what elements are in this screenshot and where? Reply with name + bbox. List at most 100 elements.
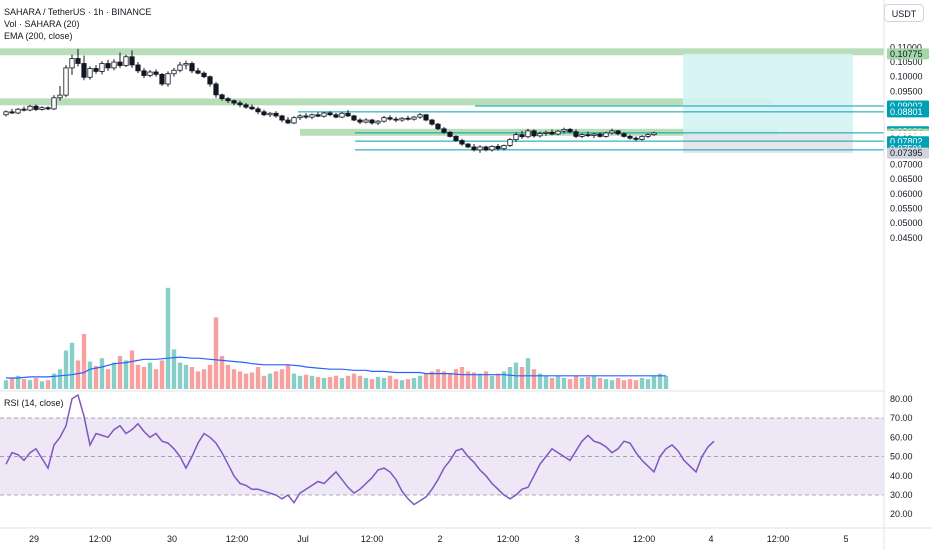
- candle: [519, 130, 525, 139]
- candle: [495, 144, 501, 151]
- candle-body-down: [423, 114, 429, 121]
- candle-body-up: [375, 120, 381, 124]
- candle-body-up: [513, 134, 519, 141]
- volume-bar: [411, 378, 417, 389]
- candle-body-down: [519, 134, 525, 138]
- rsi-tick-label: 80.00: [890, 394, 913, 404]
- volume-bar: [201, 369, 207, 389]
- candle-body-down: [105, 63, 111, 69]
- candle: [87, 66, 93, 80]
- volume-bar: [633, 380, 639, 389]
- candle-body-up: [591, 133, 597, 136]
- volume-bar: [507, 367, 513, 389]
- candle: [351, 114, 357, 122]
- time-tick-label: 12:00: [633, 534, 656, 544]
- volume-bar: [363, 378, 369, 389]
- candle: [363, 118, 369, 124]
- volume-bar: [471, 372, 477, 389]
- rsi-indicator-label[interactable]: RSI (14, close): [4, 398, 64, 408]
- candle: [45, 106, 51, 111]
- candle: [237, 100, 243, 108]
- ema-indicator-label[interactable]: EMA (200, close): [4, 31, 73, 41]
- volume-bar: [423, 373, 429, 389]
- price-tick-label: 0.09500: [890, 86, 923, 96]
- candle: [201, 71, 207, 79]
- price-tick-label: 0.10000: [890, 72, 923, 82]
- candle: [297, 114, 303, 121]
- candle: [393, 116, 399, 123]
- candle-body-up: [297, 115, 303, 119]
- candle: [159, 73, 165, 87]
- candle: [219, 93, 225, 101]
- volume-bar: [129, 350, 135, 389]
- candle-body-up: [3, 111, 9, 116]
- candle: [171, 67, 177, 77]
- volume-bar: [651, 375, 657, 389]
- candle-body-down: [627, 136, 633, 139]
- candle: [27, 104, 33, 112]
- volume-bar: [93, 365, 99, 389]
- candle-body-up: [147, 71, 153, 76]
- candle-body-down: [255, 108, 261, 113]
- price-tag: 0.10775: [887, 48, 929, 60]
- candle-body-down: [93, 68, 99, 72]
- rsi-tick-label: 60.00: [890, 432, 913, 442]
- candle-body-down: [315, 114, 321, 117]
- candle-body-down: [327, 112, 333, 116]
- candle: [153, 69, 159, 77]
- volume-bar: [369, 379, 375, 389]
- volume-bar: [159, 360, 165, 389]
- price-tag-label: 0.07395: [890, 148, 923, 158]
- price-tick-label: 0.06000: [890, 189, 923, 199]
- candle-body-up: [339, 112, 345, 118]
- volume-bar: [63, 350, 69, 389]
- rsi-pane: [0, 390, 884, 496]
- price-tag-label: 0.08801: [890, 107, 923, 117]
- volume-bar: [39, 381, 45, 389]
- volume-bar: [381, 378, 387, 389]
- candle: [591, 132, 597, 139]
- candle: [603, 131, 609, 138]
- volume-bar: [9, 378, 15, 389]
- candle-body-down: [33, 105, 39, 110]
- candle-body-down: [471, 146, 477, 151]
- volume-bar: [627, 379, 633, 389]
- candle: [303, 113, 309, 119]
- candle: [555, 129, 561, 136]
- volume-bar: [303, 374, 309, 389]
- volume-indicator-label[interactable]: Vol · SAHARA (20): [4, 19, 80, 29]
- candle: [57, 86, 63, 101]
- candle: [243, 103, 249, 109]
- candle-body-up: [561, 128, 567, 132]
- candle-body-up: [639, 136, 645, 140]
- volume-pane: [3, 287, 669, 389]
- candle: [579, 133, 585, 139]
- price-tick-label: 0.11000: [890, 42, 922, 52]
- candle: [573, 129, 579, 139]
- candle-body-down: [495, 145, 501, 150]
- volume-bar: [117, 356, 123, 389]
- volume-bar: [645, 379, 651, 389]
- volume-bar: [621, 380, 627, 389]
- candle-body-down: [189, 63, 195, 72]
- candle-body-up: [489, 145, 495, 151]
- volume-bar: [561, 378, 567, 389]
- candle-body-up: [399, 117, 405, 121]
- stop-area: [683, 132, 853, 154]
- rsi-line-layer: [5, 393, 715, 506]
- volume-bar: [249, 372, 255, 389]
- candle: [627, 134, 633, 140]
- candle-body-down: [159, 73, 165, 85]
- candle: [333, 112, 339, 119]
- time-tick-label: 12:00: [89, 534, 112, 544]
- candle: [543, 130, 549, 136]
- candle: [255, 106, 261, 115]
- volume-bar: [177, 362, 183, 389]
- volume-bar: [267, 373, 273, 389]
- candle-body-down: [153, 71, 159, 75]
- candle-body-up: [15, 108, 21, 114]
- time-tick-label: 12:00: [361, 534, 384, 544]
- candle: [453, 135, 459, 142]
